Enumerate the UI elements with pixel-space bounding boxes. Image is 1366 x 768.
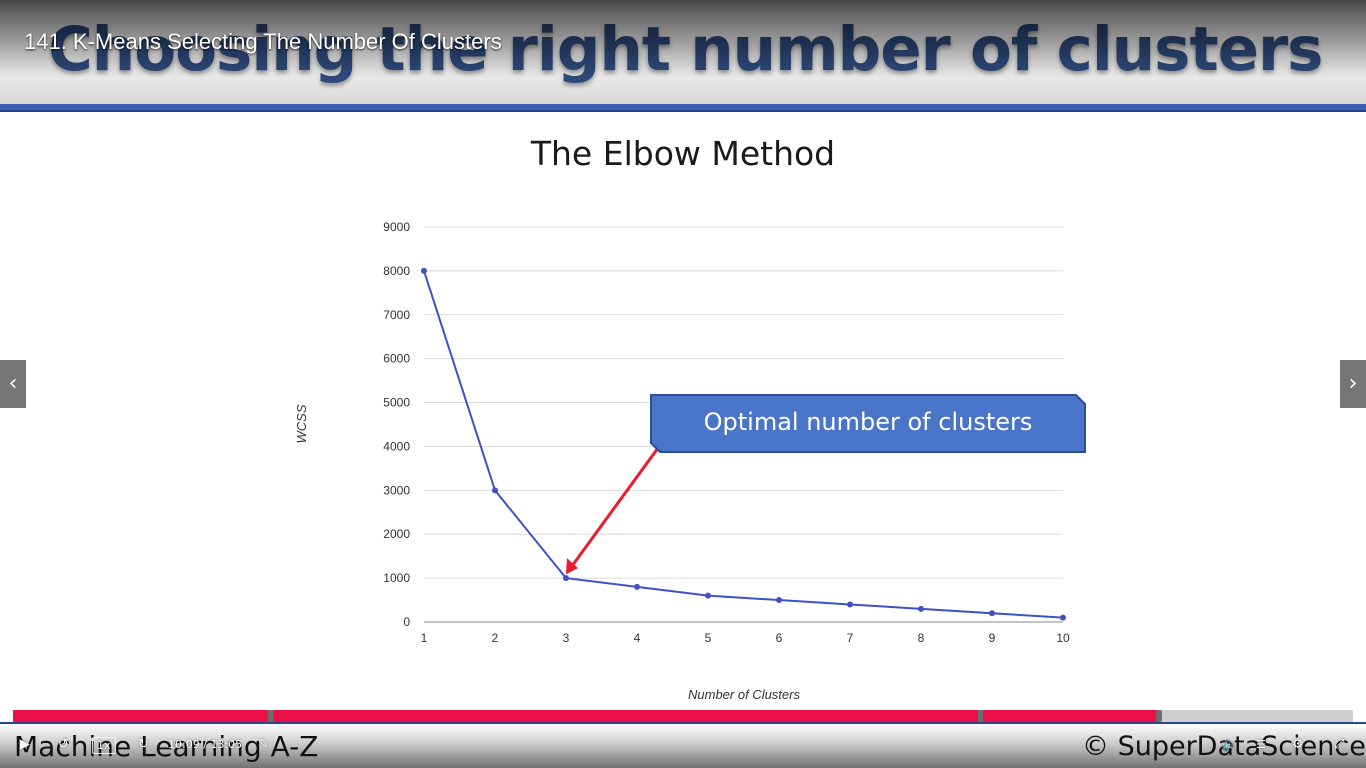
data-point [847, 601, 853, 608]
gear-icon: ⚙ [1292, 737, 1304, 752]
header-rule [0, 104, 1366, 112]
x-tick-label: 2 [492, 631, 499, 645]
x-tick-label: 7 [847, 631, 854, 645]
y-tick-label: 4000 [383, 439, 410, 453]
fullscreen-icon: ⤢ [1334, 737, 1345, 752]
y-axis-label: WCSS [294, 404, 309, 443]
footer-brand: © SuperDataScience [1082, 731, 1366, 762]
progress-bar[interactable] [13, 710, 1353, 722]
y-tick-label: 2000 [383, 527, 410, 541]
forward-button[interactable]: ↻ [138, 736, 149, 754]
y-tick-label: 1000 [383, 571, 410, 585]
y-tick-label: 8000 [383, 264, 410, 278]
chapter-marker [977, 710, 983, 722]
y-tick-label: 9000 [383, 220, 410, 234]
rewind-icon: ↺ [58, 737, 69, 752]
data-point [634, 583, 640, 590]
add-note-button[interactable]: ✎ [258, 736, 269, 754]
previous-lecture-button[interactable]: ‹ [0, 360, 26, 408]
footer-course-name: Machine Learning A-Z [14, 730, 319, 763]
data-point [918, 605, 924, 612]
play-button[interactable]: ▶ [20, 736, 30, 754]
slide-footer [0, 722, 1366, 768]
data-point [563, 575, 569, 582]
annotation-arrow [567, 447, 660, 571]
data-point [492, 487, 498, 494]
chapter-marker [267, 710, 273, 722]
progress-fill [13, 710, 1159, 722]
y-tick-label: 6000 [383, 352, 410, 366]
settings-button[interactable]: ⚙ [1292, 736, 1304, 754]
data-point [421, 267, 427, 274]
rewind-button[interactable]: ↺ [58, 736, 69, 754]
x-tick-label: 4 [634, 631, 641, 645]
progress-handle[interactable] [1155, 710, 1162, 722]
volume-icon: 🔈 [1222, 737, 1239, 752]
x-tick-label: 8 [918, 631, 925, 645]
playback-speed-button[interactable]: 1x [92, 737, 116, 754]
x-tick-label: 9 [989, 631, 996, 645]
data-point [705, 592, 711, 599]
x-tick-label: 5 [705, 631, 712, 645]
fullscreen-button[interactable]: ⤢ [1334, 736, 1344, 754]
time-total: 13:05 [210, 738, 243, 751]
time-display: 10:09 / 13:05 [168, 738, 243, 751]
series-line [423, 270, 1064, 619]
time-current: 10:09 [168, 738, 200, 751]
notes-icon: ✎ [258, 737, 269, 752]
volume-button[interactable]: 🔈 [1222, 736, 1238, 754]
y-tick-label: 7000 [383, 308, 410, 322]
elbow-chart: The Elbow Method 0 1000 2000 3000 4000 5000 600… [294, 134, 1086, 702]
next-lecture-button[interactable]: › [1340, 360, 1366, 408]
annotation-box [650, 394, 1086, 453]
data-point [776, 597, 782, 604]
chart-title: The Elbow Method [530, 134, 835, 173]
chevron-left-icon: ‹ [8, 371, 18, 396]
y-tick-label: 3000 [383, 483, 410, 497]
transcript-icon: ☰ [1256, 738, 1266, 751]
y-tick-label: 0 [403, 615, 410, 629]
x-tick-label: 10 [1056, 631, 1070, 645]
data-point [989, 610, 995, 617]
annotation-label: Optimal number of clusters [704, 408, 1033, 436]
x-tick-label: 6 [776, 631, 783, 645]
play-icon: ▶ [20, 737, 30, 752]
x-tick-label: 1 [421, 631, 428, 645]
x-tick-label: 3 [563, 631, 570, 645]
data-point [1060, 614, 1066, 621]
video-title: 141. K-Means Selecting The Number Of Clu… [24, 29, 502, 54]
forward-icon: ↻ [138, 737, 149, 752]
transcript-button[interactable]: ☰ [1256, 736, 1266, 754]
annotation-arrowhead [566, 558, 578, 575]
x-axis-label: Number of Clusters [688, 687, 800, 702]
y-tick-label: 5000 [383, 396, 410, 410]
chevron-right-icon: › [1348, 371, 1358, 396]
